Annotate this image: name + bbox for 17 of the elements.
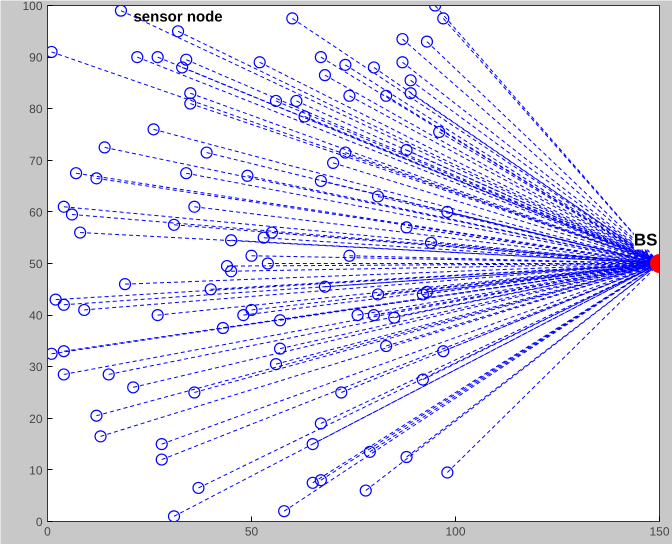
y-tick-label: 90 xyxy=(29,50,43,65)
y-tick-label: 80 xyxy=(29,102,43,116)
x-tick-label: 150 xyxy=(649,524,670,538)
y-tick-label: 0 xyxy=(36,515,43,529)
y-tick-label: 30 xyxy=(29,360,43,374)
annotation: BS xyxy=(634,230,658,250)
y-tick-label: 50 xyxy=(29,257,43,271)
y-tick-label: 10 xyxy=(29,463,43,478)
x-tick-label: 100 xyxy=(445,524,466,538)
y-tick-label: 70 xyxy=(29,154,43,168)
y-tick-label: 60 xyxy=(29,205,43,220)
x-tick-label: 50 xyxy=(244,524,258,538)
x-tick-label: 0 xyxy=(44,524,52,538)
y-tick-label: 40 xyxy=(29,308,43,323)
annotation: sensor node xyxy=(133,8,223,26)
y-tick-label: 100 xyxy=(22,0,43,13)
y-tick-label: 20 xyxy=(29,412,43,426)
